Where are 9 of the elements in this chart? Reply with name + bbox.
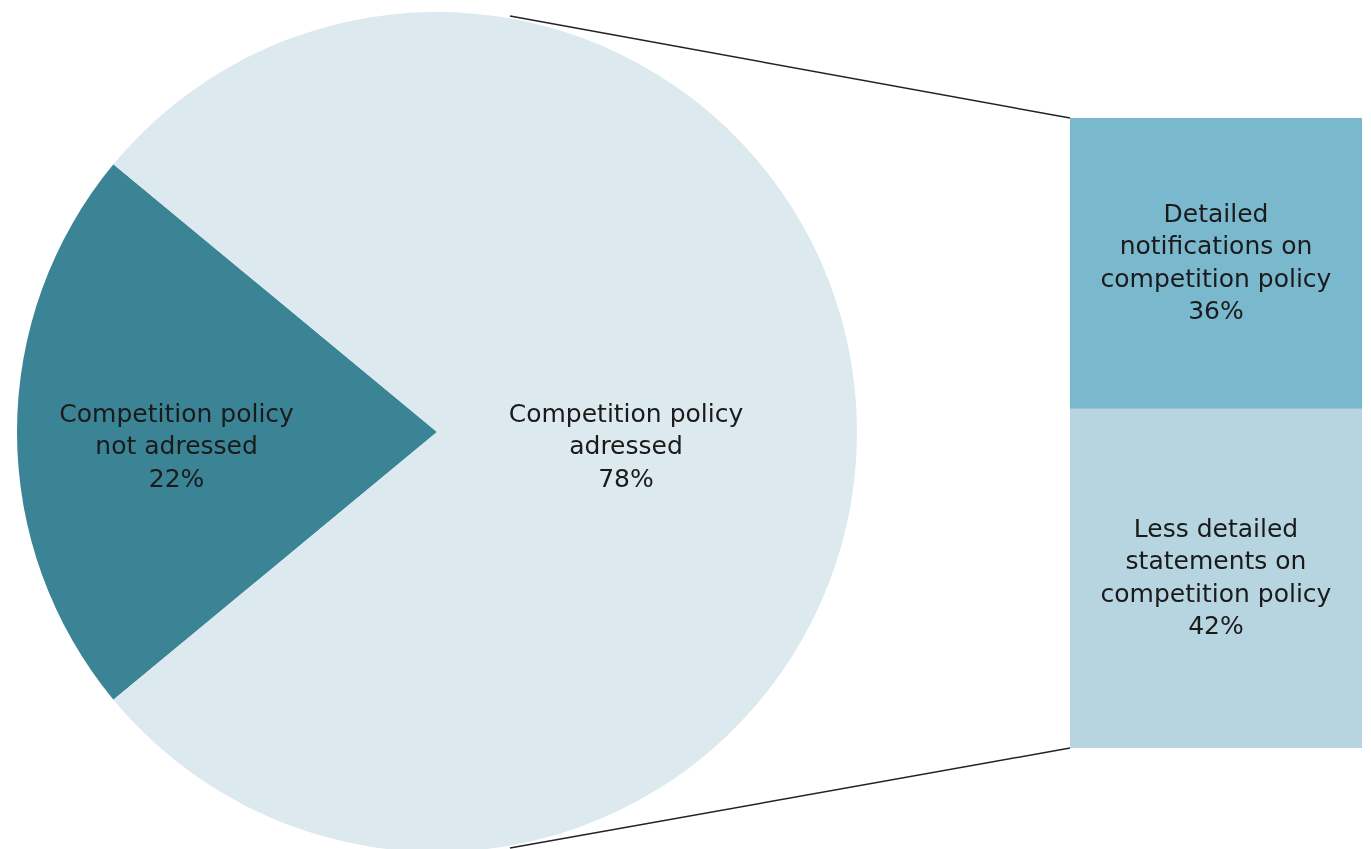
series-label: Detailed notifications on competition policy [1100, 198, 1332, 293]
data-label: 78% [598, 463, 654, 493]
data-label: 42% [1188, 611, 1244, 641]
slice-label: Competition policy adressed [508, 398, 744, 460]
series-label: Less detailed statements on competition policy [1100, 513, 1332, 608]
slice-label: Competition policy not adressed [59, 398, 295, 460]
data-label: 22% [148, 463, 205, 493]
data-label: 36% [1188, 296, 1244, 326]
pie-slice [17, 164, 437, 700]
